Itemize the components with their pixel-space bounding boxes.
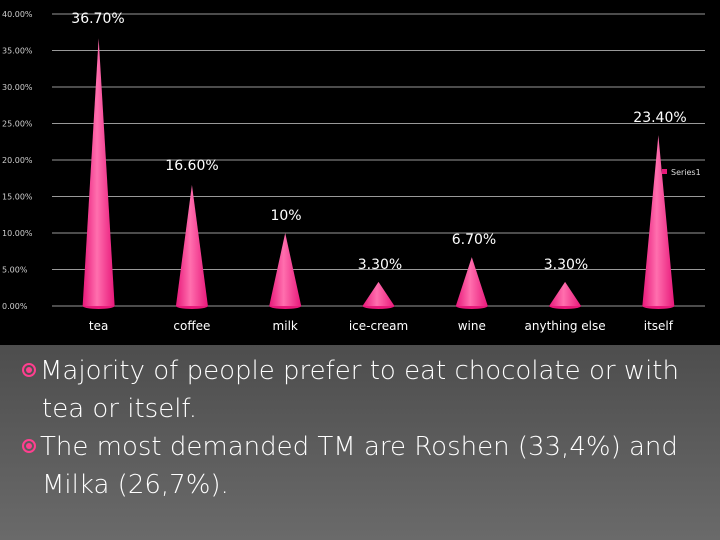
bullet-list: Majority of people prefer to eat chocola…	[22, 352, 702, 504]
circle-bullet-icon	[22, 363, 36, 377]
data-label: 6.70%	[452, 232, 496, 248]
x-tick-label: coffee	[173, 319, 210, 333]
x-tick-label: wine	[458, 319, 486, 333]
x-tick-label: tea	[89, 319, 108, 333]
x-tick-label: milk	[273, 319, 298, 333]
cone-bar	[642, 135, 675, 306]
cone-bar	[269, 233, 302, 306]
cone-bar	[549, 281, 582, 306]
y-tick-label: 40.00%	[2, 10, 33, 19]
bullet-item: The most demanded TM are Roshen (33,4%) …	[22, 428, 702, 504]
y-tick-label: 35.00%	[2, 47, 33, 56]
x-tick-label: anything else	[525, 319, 606, 333]
y-tick-label: 0.00%	[2, 302, 28, 311]
y-tick-label: 30.00%	[2, 83, 33, 92]
cone-bar	[175, 184, 208, 306]
data-label: 10%	[270, 208, 301, 224]
data-label: 23.40%	[633, 110, 686, 126]
y-tick-label: 20.00%	[2, 156, 33, 165]
cone-bar	[82, 38, 115, 307]
bullet-text: The most demanded TM are Roshen (33,4%) …	[40, 432, 678, 500]
circle-bullet-icon	[22, 439, 36, 453]
x-tick-label: ice-cream	[349, 319, 408, 333]
cone-bar	[362, 281, 395, 306]
legend-swatch	[662, 169, 667, 174]
y-tick-label: 5.00%	[2, 266, 28, 275]
data-label: 3.30%	[358, 257, 402, 273]
data-label: 3.30%	[544, 257, 588, 273]
bullet-item: Majority of people prefer to eat chocola…	[22, 352, 702, 428]
legend-label: Series1	[671, 168, 701, 177]
cone-bar-chart: 0.00% 5.00% 10.00% 15.00% 20.00% 25.00% 30.00%…	[2, 10, 705, 333]
x-tick-label: itself	[644, 319, 674, 333]
y-tick-label: 15.00%	[2, 193, 33, 202]
data-label: 36.70%	[71, 11, 124, 27]
y-tick-label: 25.00%	[2, 120, 33, 129]
bullet-text: Majority of people prefer to eat chocola…	[40, 356, 679, 424]
chart-panel: 0.00% 5.00% 10.00% 15.00% 20.00% 25.00% 30.00%…	[0, 0, 720, 345]
data-label: 16.60%	[165, 158, 218, 174]
cone-bar	[455, 257, 488, 306]
y-tick-label: 10.00%	[2, 229, 33, 238]
